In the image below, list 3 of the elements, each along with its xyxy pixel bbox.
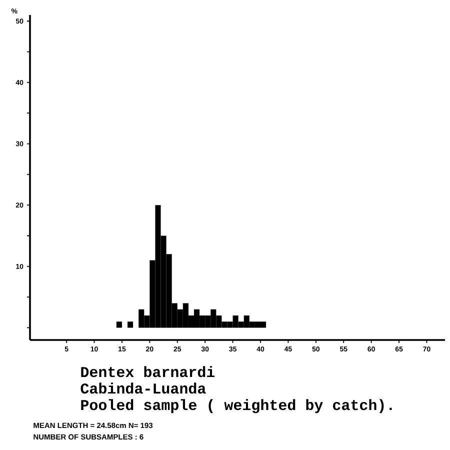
text: Cabinda-Luanda [80,382,206,394]
text: Pooled sample ( weighted by catch). [81,399,392,414]
text: Dentex barnardi [81,366,215,378]
